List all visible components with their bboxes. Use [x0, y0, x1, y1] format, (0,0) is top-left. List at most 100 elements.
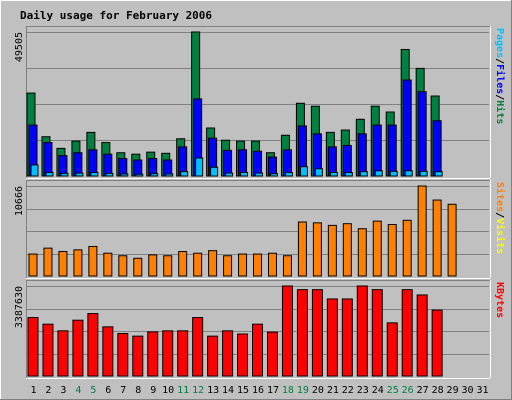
x-tick-label-day-1: 1 — [30, 385, 36, 396]
bar-pages-day-16 — [255, 172, 264, 177]
bar-sites-day-4 — [73, 249, 83, 277]
x-tick-label-day-24: 24 — [372, 385, 384, 396]
bar-sites-day-12 — [193, 252, 203, 277]
side-label-part: Files — [494, 64, 506, 94]
bar-kbytes-day-8 — [132, 335, 144, 377]
bar-sites-day-19 — [297, 221, 307, 277]
bar-sites-day-14 — [223, 255, 233, 277]
x-tick-label-day-17: 17 — [267, 385, 279, 396]
side-label-part: / — [494, 94, 505, 100]
y-max-label-sites: 10666 — [14, 186, 25, 216]
side-label-kbytes: KBytes — [494, 282, 505, 318]
bar-kbytes-day-2 — [42, 323, 54, 377]
x-tick-label-day-9: 9 — [150, 385, 156, 396]
bar-files-day-7 — [118, 158, 128, 177]
bar-pages-day-17 — [269, 173, 278, 177]
bar-pages-day-6 — [105, 172, 114, 177]
bar-kbytes-day-27 — [416, 294, 428, 377]
bar-sites-day-8 — [133, 257, 143, 277]
side-label-part: Visits — [494, 218, 506, 254]
bar-pages-day-24 — [374, 170, 383, 177]
x-tick-label-day-13: 13 — [207, 385, 219, 396]
bar-kbytes-day-28 — [431, 309, 443, 377]
bar-pages-day-4 — [75, 172, 84, 177]
bar-kbytes-day-13 — [207, 335, 219, 377]
bar-files-day-24 — [372, 124, 382, 177]
x-tick-label-day-25: 25 — [387, 385, 399, 396]
bar-files-day-23 — [357, 133, 367, 177]
bar-pages-day-3 — [60, 172, 69, 177]
x-tick-label-day-11: 11 — [177, 385, 189, 396]
bar-sites-day-9 — [148, 254, 158, 277]
bar-sites-day-1 — [28, 253, 38, 277]
x-tick-label-day-4: 4 — [75, 385, 81, 396]
x-tick-label-day-3: 3 — [60, 385, 66, 396]
bar-pages-day-18 — [284, 172, 293, 177]
bar-sites-day-2 — [43, 247, 53, 277]
bar-kbytes-day-10 — [162, 330, 174, 377]
bar-files-day-25 — [387, 124, 397, 177]
bar-pages-day-28 — [434, 171, 443, 177]
bar-kbytes-day-11 — [177, 330, 189, 377]
bar-sites-day-22 — [342, 223, 352, 277]
bar-pages-day-2 — [45, 172, 54, 177]
bar-kbytes-day-21 — [326, 298, 338, 377]
bar-kbytes-day-23 — [356, 285, 368, 377]
bar-kbytes-day-7 — [117, 332, 129, 377]
x-tick-label-day-5: 5 — [90, 385, 96, 396]
bar-pages-day-15 — [240, 172, 249, 177]
bar-sites-day-21 — [327, 224, 337, 277]
bar-pages-day-5 — [90, 172, 99, 177]
bar-pages-day-23 — [359, 171, 368, 177]
y-max-label-usage: 49505 — [14, 32, 25, 62]
bar-sites-day-15 — [238, 253, 248, 277]
bar-sites-day-23 — [357, 228, 367, 277]
bar-kbytes-day-1 — [27, 317, 39, 377]
bar-pages-day-1 — [30, 164, 39, 177]
bar-sites-day-24 — [372, 220, 382, 277]
x-tick-label-day-2: 2 — [45, 385, 51, 396]
side-label-part: / — [494, 58, 505, 64]
bar-kbytes-day-4 — [72, 319, 84, 377]
side-label-sites: Sites/Visits — [494, 182, 506, 254]
x-tick-label-day-21: 21 — [327, 385, 339, 396]
x-tick-label-day-28: 28 — [432, 385, 444, 396]
bar-pages-day-7 — [120, 173, 129, 177]
bar-files-day-17 — [267, 156, 277, 177]
bar-kbytes-day-3 — [57, 330, 69, 377]
bar-sites-day-11 — [178, 251, 188, 277]
bar-sites-day-13 — [208, 250, 218, 277]
bar-kbytes-day-26 — [401, 289, 413, 377]
bar-sites-day-16 — [253, 253, 263, 277]
y-max-label-kbytes: 3387630 — [14, 286, 25, 328]
bar-kbytes-day-5 — [87, 313, 99, 377]
bar-sites-day-25 — [387, 224, 397, 277]
bar-pages-day-19 — [299, 166, 308, 177]
bar-pages-day-20 — [314, 168, 323, 177]
x-tick-label-day-15: 15 — [237, 385, 249, 396]
bar-kbytes-day-15 — [237, 333, 249, 377]
bar-pages-day-25 — [389, 170, 398, 177]
x-tick-label-day-26: 26 — [402, 385, 414, 396]
bar-sites-day-7 — [118, 255, 128, 277]
bar-files-day-27 — [417, 91, 427, 177]
bar-pages-day-9 — [150, 173, 159, 177]
bar-sites-day-26 — [402, 219, 412, 277]
bar-files-day-2 — [43, 142, 53, 177]
x-tick-label-day-6: 6 — [105, 385, 111, 396]
side-label-part: Pages — [494, 28, 505, 58]
bar-kbytes-day-18 — [281, 285, 293, 377]
x-tick-label-day-8: 8 — [135, 385, 141, 396]
bar-sites-day-18 — [282, 255, 292, 277]
bar-sites-day-10 — [163, 255, 173, 277]
bar-kbytes-day-24 — [371, 289, 383, 377]
bar-files-day-6 — [103, 153, 113, 177]
bar-pages-day-13 — [210, 166, 219, 177]
bar-kbytes-day-22 — [341, 298, 353, 377]
x-tick-label-day-7: 7 — [120, 385, 126, 396]
side-label-part: Sites — [494, 182, 506, 212]
x-tick-label-day-19: 19 — [297, 385, 309, 396]
bar-pages-day-10 — [165, 173, 174, 177]
bar-pages-day-8 — [135, 173, 144, 177]
